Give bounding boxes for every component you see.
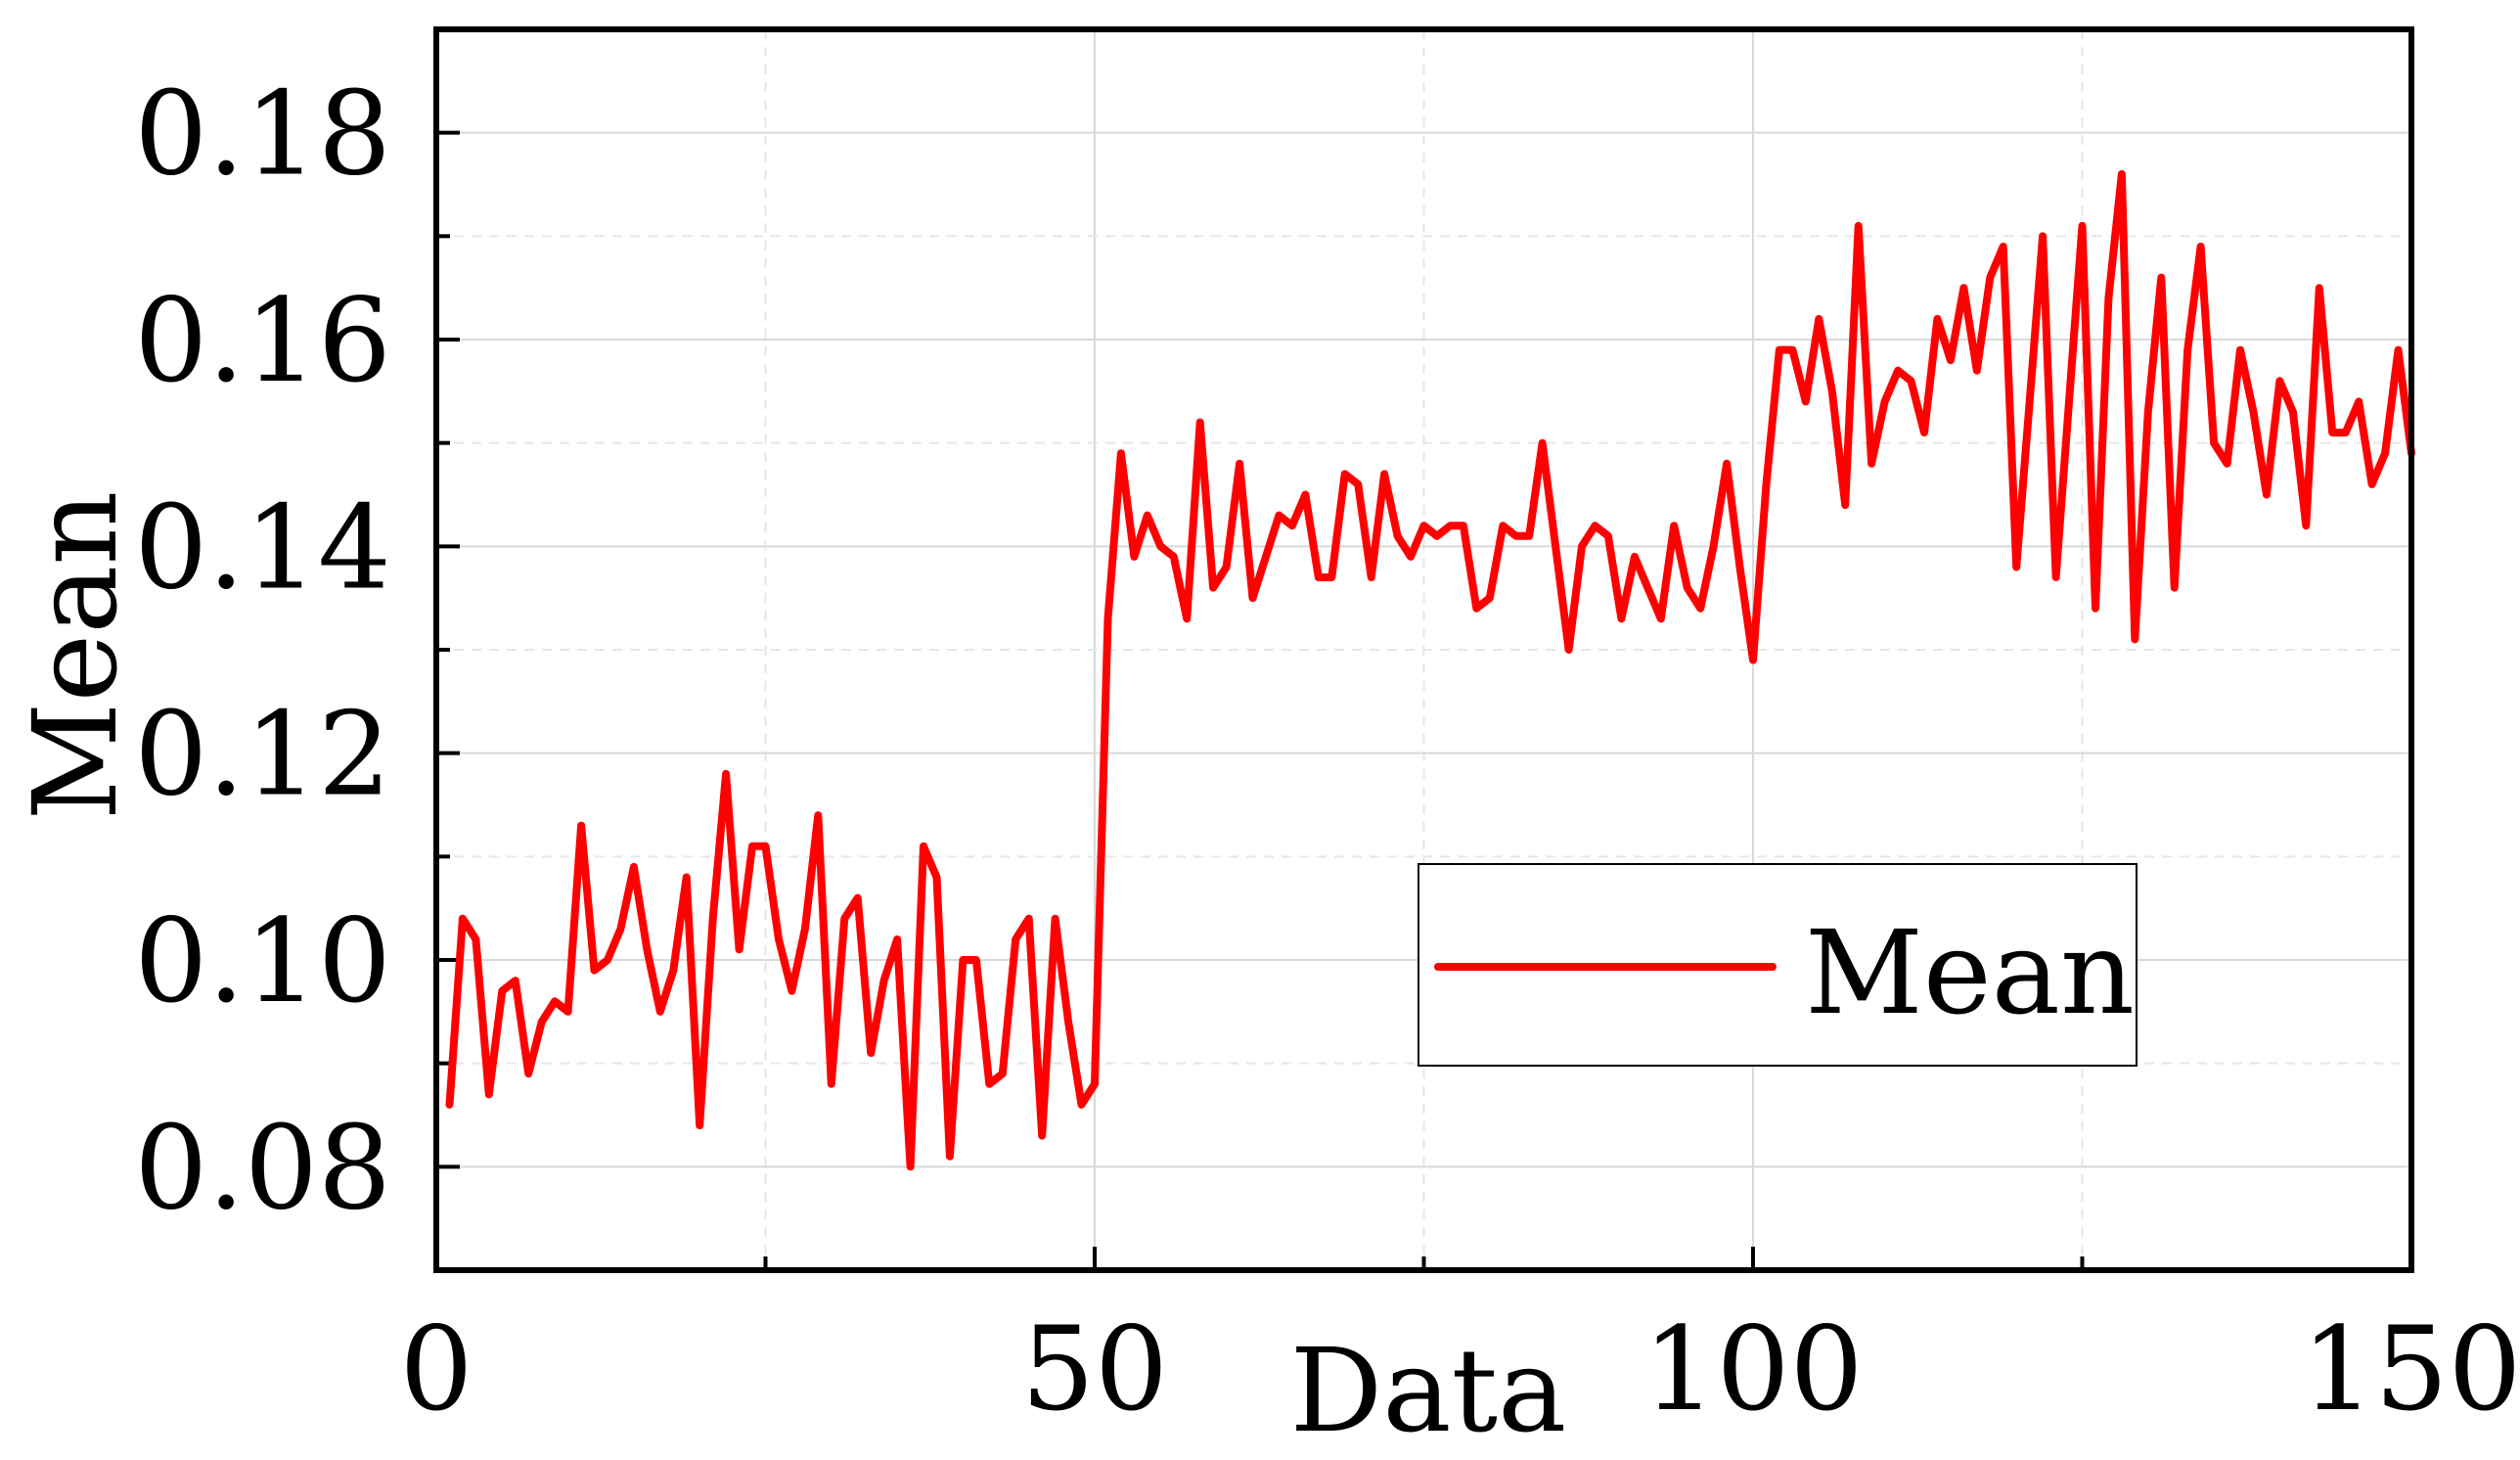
x-tick-label: 150	[2301, 1301, 2520, 1437]
y-tick-label: 0.12	[134, 687, 391, 822]
y-tick-labels: 0.08 0.10 0.12 0.14 0.16 0.18	[134, 67, 391, 1236]
x-axis-title: Data	[1290, 1323, 1567, 1458]
y-tick-label: 0.14	[134, 479, 391, 615]
series-layer	[445, 169, 2415, 1171]
x-tick-label: 100	[1642, 1301, 1863, 1437]
y-axis-title: Mean	[8, 490, 143, 820]
x-tick-label: 0	[399, 1301, 472, 1437]
y-tick-label: 0.10	[134, 893, 391, 1028]
legend-label: Mean	[1805, 905, 2135, 1040]
series-line	[445, 169, 2415, 1171]
y-tick-label: 0.18	[134, 67, 391, 202]
legend: Mean	[1418, 863, 2138, 1067]
x-tick-labels: 0 50 100 150	[399, 1301, 2520, 1437]
plot-frame	[433, 26, 2414, 1273]
y-tick-label: 0.08	[134, 1100, 391, 1235]
y-tick-label: 0.16	[134, 273, 391, 408]
x-tick-label: 50	[1021, 1301, 1168, 1437]
